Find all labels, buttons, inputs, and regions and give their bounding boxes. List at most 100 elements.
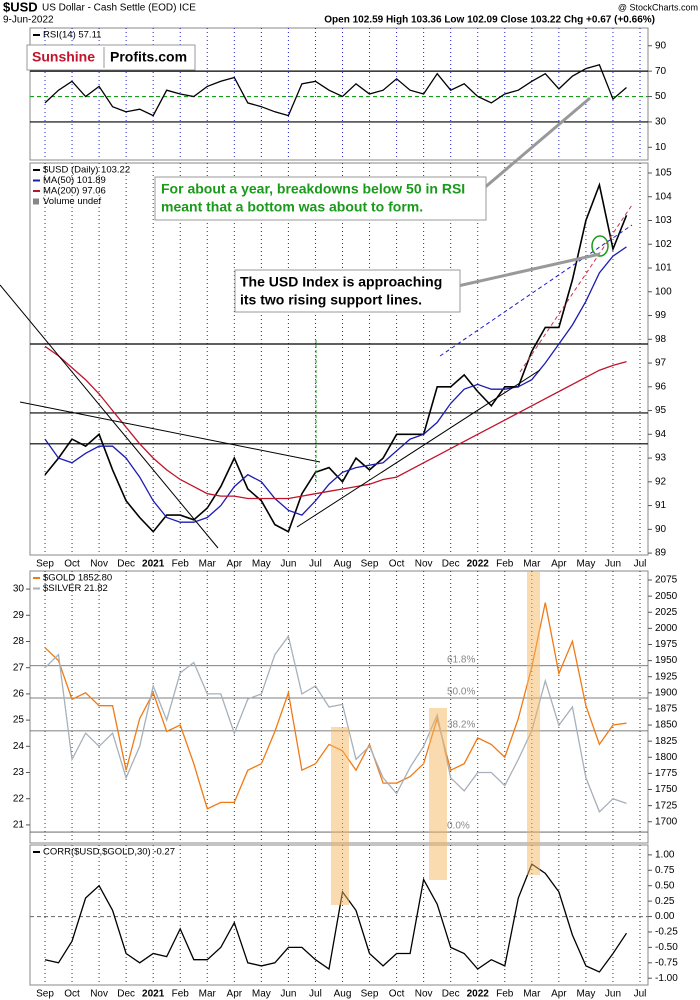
legend-swatch: [33, 198, 39, 205]
x-tick-label: Nov: [415, 559, 433, 570]
x-tick-label: Nov: [90, 989, 108, 1000]
x-tick-label: Jun: [605, 989, 621, 1000]
level-label: 0.0%: [447, 821, 470, 832]
y-tick-label: 1950: [655, 655, 678, 666]
annotation: The USD Index is approaching: [240, 274, 442, 290]
legend-label: RSI(14) 57.11: [43, 30, 101, 41]
logo-text: Sunshine: [32, 49, 95, 65]
y-tick-label: 90: [655, 524, 667, 535]
y-tick-label: 1750: [655, 784, 678, 795]
date: 9-Jun-2022: [3, 15, 54, 26]
y-tick-label: -1.00: [655, 973, 678, 984]
y-tick-label: 0.00: [655, 911, 675, 922]
trend-line: [0, 284, 219, 549]
x-tick-label: 2021: [142, 989, 165, 1000]
annotation: meant that a bottom was about to form.: [161, 199, 423, 215]
y-tick-label: 1975: [655, 639, 678, 650]
y-tick-label: 0.25: [655, 896, 675, 907]
y-tick-label: 101: [655, 263, 672, 274]
x-tick-label: Jul: [309, 989, 322, 1000]
y-tick-label: 2050: [655, 591, 678, 602]
y-tick-label: 90: [655, 40, 667, 51]
y-tick-label: 100: [655, 286, 672, 297]
series-line: [44, 345, 627, 500]
y-tick-label: 99: [655, 310, 667, 321]
level-label: 50.0%: [447, 687, 475, 698]
y-tick-label: 97: [655, 358, 667, 369]
y-tick-label: 1925: [655, 671, 678, 682]
x-tick-label: Feb: [496, 989, 514, 1000]
x-tick-label: Oct: [64, 559, 80, 570]
y-tick-label: 30: [655, 117, 667, 128]
x-tick-label: Mar: [523, 559, 541, 570]
series-line: [44, 64, 627, 117]
trend-line: [519, 204, 633, 373]
level-label: 61.8%: [447, 654, 475, 665]
y-tick-label: -0.75: [655, 957, 678, 968]
legend-label: MA(200) 97.06: [43, 186, 106, 197]
x-tick-label: Dec: [442, 989, 460, 1000]
credit: @ StockCharts.com: [618, 2, 698, 12]
x-tick-label: Dec: [442, 559, 460, 570]
annotation-box: [234, 269, 461, 313]
annotation-box: [154, 176, 487, 221]
highlight-ellipse: [591, 235, 609, 257]
logo-box: [26, 44, 196, 71]
y-tick-label: 1725: [655, 800, 678, 811]
y-tick-label: 102: [655, 239, 672, 250]
y-tick-label: 1825: [655, 736, 678, 747]
x-tick-label: Jun: [605, 559, 621, 570]
y-tick-label: 1875: [655, 704, 678, 715]
x-tick-label: May: [576, 989, 595, 1000]
x-tick-label: 2022: [467, 559, 490, 570]
trend-line: [19, 401, 321, 463]
x-tick-label: Aug: [334, 559, 352, 570]
y2-tick-label: 30: [13, 584, 25, 595]
x-tick-label: Oct: [64, 989, 80, 1000]
x-tick-label: 2021: [142, 559, 165, 570]
legend-label: CORR($USD,$GOLD,30) -0.27: [43, 847, 175, 858]
y-tick-label: 104: [655, 191, 672, 202]
y-tick-label: 103: [655, 215, 672, 226]
legend-label: Volume undef: [43, 196, 101, 207]
x-tick-label: Aug: [334, 989, 352, 1000]
y-tick-label: 1800: [655, 752, 678, 763]
x-tick-label: Mar: [199, 989, 217, 1000]
y2-tick-label: 27: [13, 662, 25, 673]
x-tick-label: Jul: [634, 559, 647, 570]
x-tick-label: May: [576, 559, 595, 570]
y-tick-label: 105: [655, 168, 672, 179]
x-tick-label: May: [252, 989, 271, 1000]
x-tick-label: Oct: [389, 989, 405, 1000]
x-tick-label: Mar: [523, 989, 541, 1000]
series-line: [44, 246, 627, 523]
y2-tick-label: 23: [13, 767, 25, 778]
y-tick-label: -0.25: [655, 927, 678, 938]
y2-tick-label: 26: [13, 689, 25, 700]
quote: Open 102.59 High 103.36 Low 102.09 Close…: [324, 15, 655, 26]
x-tick-label: Dec: [117, 559, 135, 570]
panel-frame: [29, 162, 649, 556]
trend-line: [296, 369, 541, 528]
y2-tick-label: 24: [13, 741, 25, 752]
y-tick-label: 89: [655, 548, 667, 559]
chart-title: $USD: [3, 0, 38, 14]
highlight-band: [527, 572, 540, 875]
callout-pointer: [439, 252, 601, 292]
y-tick-label: 93: [655, 453, 667, 464]
y-tick-label: 2075: [655, 575, 678, 586]
y2-tick-label: 21: [13, 820, 25, 831]
legend-label: $SILVER 21.82: [43, 583, 108, 594]
x-tick-label: Dec: [117, 989, 135, 1000]
y-tick-label: 0.75: [655, 865, 675, 876]
x-tick-label: Apr: [551, 989, 567, 1000]
highlight-band: [429, 708, 447, 880]
x-tick-label: Sep: [36, 989, 54, 1000]
y-tick-label: 1850: [655, 720, 678, 731]
y-tick-label: 92: [655, 476, 667, 487]
x-tick-label: Sep: [361, 559, 379, 570]
x-tick-label: Sep: [36, 559, 54, 570]
callout-pointer: [469, 96, 591, 202]
